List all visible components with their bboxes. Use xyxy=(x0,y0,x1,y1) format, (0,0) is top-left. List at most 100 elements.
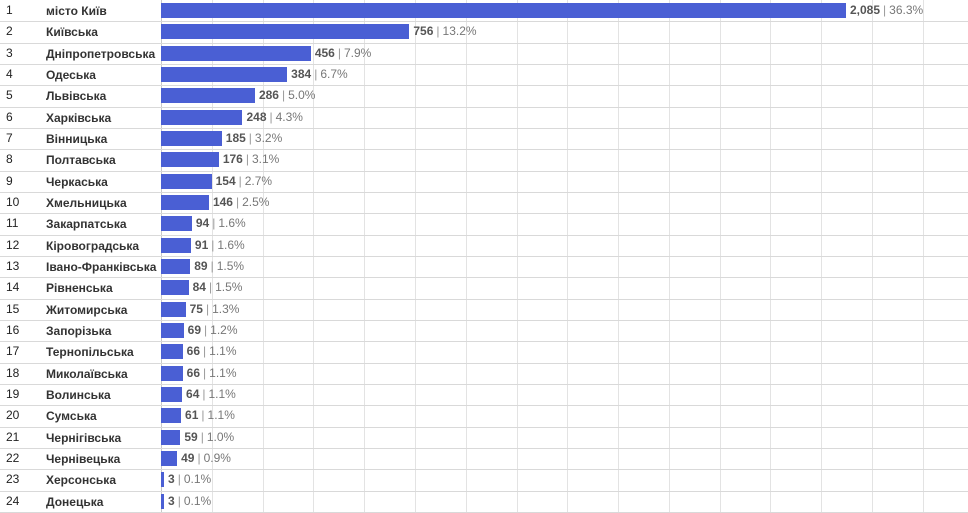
bar xyxy=(161,344,183,360)
value-label: 154 | 2.7% xyxy=(215,173,273,188)
bar xyxy=(161,109,243,125)
bar xyxy=(161,194,209,210)
table-row: 1 місто Київ 2,085 | 36.3% xyxy=(0,0,968,21)
region-label: Івано-Франківська xyxy=(46,259,157,274)
table-row: 6 Харківська 248 | 4.3% xyxy=(0,107,968,128)
value-label: 91 | 1.6% xyxy=(194,237,245,252)
row-separator xyxy=(0,384,968,385)
bar xyxy=(161,3,846,18)
table-row: 24 Донецька 3 | 0.1% xyxy=(0,491,968,512)
bar xyxy=(161,322,184,338)
value-label: 75 | 1.3% xyxy=(189,301,240,316)
table-row: 15 Житомирська 75 | 1.3% xyxy=(0,299,968,320)
row-separator xyxy=(0,277,968,278)
bar xyxy=(161,45,311,61)
bar xyxy=(161,237,191,253)
table-row: 3 Дніпропетровська 456 | 7.9% xyxy=(0,43,968,64)
row-separator xyxy=(0,363,968,364)
row-separator xyxy=(0,192,968,193)
bar xyxy=(161,258,191,274)
row-separator xyxy=(0,405,968,406)
table-row: 16 Запорізька 69 | 1.2% xyxy=(0,320,968,341)
value-label: 89 | 1.5% xyxy=(194,258,245,273)
value-label: 59 | 1.0% xyxy=(184,429,235,444)
bar xyxy=(161,280,189,296)
region-label: Запорізька xyxy=(46,323,112,338)
region-label: Дніпропетровська xyxy=(46,46,156,61)
row-separator xyxy=(0,64,968,65)
value-label: 69 | 1.2% xyxy=(187,322,238,337)
value-label: 84 | 1.5% xyxy=(192,280,243,295)
region-label: місто Київ xyxy=(46,4,107,18)
region-label: Хмельницька xyxy=(46,195,127,210)
rank-label: 5 xyxy=(6,88,13,103)
value-label: 286 | 5.0% xyxy=(258,88,316,103)
region-label: Кіровоградська xyxy=(46,238,140,253)
value-label: 61 | 1.1% xyxy=(185,408,235,423)
table-row: 14 Рівненська 84 | 1.5% xyxy=(0,277,968,298)
row-separator xyxy=(0,448,968,449)
row-separator xyxy=(0,341,968,342)
rank-label: 7 xyxy=(6,130,13,145)
rank-label: 24 xyxy=(6,493,20,508)
bar xyxy=(161,429,181,445)
value-label: 3 | 0.1% xyxy=(168,472,212,487)
rank-label: 20 xyxy=(6,408,20,423)
value-label: 756 | 13.2% xyxy=(413,24,477,39)
table-row: 12 Кіровоградська 91 | 1.6% xyxy=(0,235,968,256)
rank-label: 16 xyxy=(6,322,20,337)
region-label: Рівненська xyxy=(46,281,113,296)
row-separator xyxy=(0,171,968,172)
value-label: 384 | 6.7% xyxy=(291,66,348,81)
table-row: 10 Хмельницька 146 | 2.5% xyxy=(0,192,968,213)
table-row: 9 Черкаська 154 | 2.7% xyxy=(0,171,968,192)
rank-label: 10 xyxy=(6,194,20,209)
region-label: Херсонська xyxy=(46,473,116,488)
value-label: 185 | 3.2% xyxy=(225,130,283,145)
value-label: 2,085 | 36.3% xyxy=(850,3,924,17)
row-separator xyxy=(0,235,968,236)
bar xyxy=(161,88,255,104)
row-separator xyxy=(0,469,968,470)
region-label: Миколаївська xyxy=(46,366,128,381)
row-separator xyxy=(0,85,968,86)
value-label: 248 | 4.3% xyxy=(246,109,303,124)
value-label: 66 | 1.1% xyxy=(186,344,237,359)
region-label: Вінницька xyxy=(46,131,108,146)
row-separator xyxy=(0,427,968,428)
region-label: Одеська xyxy=(46,67,96,82)
row-separator xyxy=(0,256,968,257)
row-separator xyxy=(0,213,968,214)
row-separator xyxy=(0,149,968,150)
rank-label: 15 xyxy=(6,301,20,316)
rank-label: 12 xyxy=(6,237,20,252)
table-row: 19 Волинська 64 | 1.1% xyxy=(0,384,968,405)
rank-label: 2 xyxy=(6,24,13,39)
rank-label: 17 xyxy=(6,344,20,359)
region-label: Сумська xyxy=(46,409,97,424)
table-row: 2 Київська 756 | 13.2% xyxy=(0,21,968,42)
region-label: Харківська xyxy=(46,110,112,125)
table-row: 7 Вінницька 185 | 3.2% xyxy=(0,128,968,149)
rank-label: 4 xyxy=(6,66,13,81)
region-label: Донецька xyxy=(46,494,104,509)
rank-label: 8 xyxy=(6,152,13,167)
value-label: 94 | 1.6% xyxy=(195,216,246,231)
value-label: 146 | 2.5% xyxy=(212,194,270,209)
table-row: 23 Херсонська 3 | 0.1% xyxy=(0,469,968,490)
table-row: 11 Закарпатська 94 | 1.6% xyxy=(0,213,968,234)
bar xyxy=(161,493,164,509)
bar xyxy=(161,472,164,488)
table-row: 22 Чернівецька 49 | 0.9% xyxy=(0,448,968,469)
rank-label: 6 xyxy=(6,109,13,124)
rank-label: 13 xyxy=(6,258,20,273)
region-label: Львівська xyxy=(46,89,107,104)
row-separator xyxy=(0,299,968,300)
table-row: 4 Одеська 384 | 6.7% xyxy=(0,64,968,85)
value-label: 49 | 0.9% xyxy=(181,450,231,465)
bar xyxy=(161,408,182,424)
table-row: 18 Миколаївська 66 | 1.1% xyxy=(0,363,968,384)
bar xyxy=(161,365,183,381)
rank-label: 14 xyxy=(6,280,20,295)
value-label: 456 | 7.9% xyxy=(314,45,372,60)
